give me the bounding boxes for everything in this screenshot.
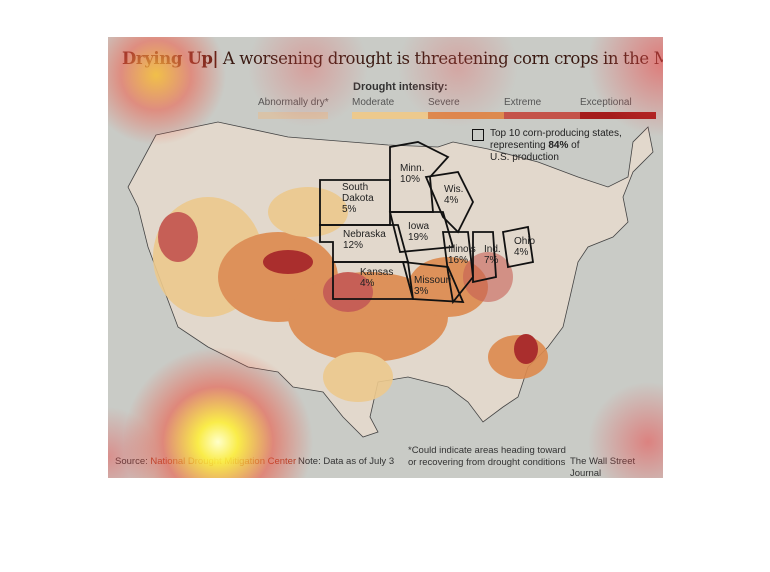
outline-box-icon: [472, 129, 484, 141]
legend-swatch-extreme: [504, 112, 580, 119]
data-note: Note: Data as of July 3: [298, 456, 395, 467]
corn-key-line: Top 10 corn-producing states,: [490, 128, 622, 139]
legend-label-moderate: Moderate: [352, 97, 395, 108]
drought-map-graphic: Drying Up| A worsening drought is threat…: [108, 37, 663, 478]
source-credit: Source: National Drought Mitigation Cent…: [115, 456, 297, 467]
corn-key-line: representing 84% of: [490, 140, 580, 151]
footnote: *Could indicate areas heading toward or r…: [408, 445, 566, 468]
legend-swatch-abnormally-dry: [258, 112, 328, 119]
legend-swatch-severe: [428, 112, 504, 119]
state-label-indiana: Ind. 7%: [484, 244, 501, 266]
corn-states-key: Top 10 corn-producing states, representi…: [472, 128, 650, 164]
state-label-ohio: Ohio 4%: [514, 236, 536, 258]
state-label-south-dakota: South Dakota 5%: [342, 182, 374, 215]
legend-label-extreme: Extreme: [504, 97, 542, 108]
publisher-credit: The Wall Street Journal: [570, 456, 636, 478]
legend-label-exceptional: Exceptional: [580, 97, 632, 108]
state-label-nebraska: Nebraska 12%: [343, 229, 386, 251]
state-label-iowa: Iowa 19%: [408, 221, 430, 243]
legend-label-abnormally-dry: Abnormally dry*: [258, 97, 329, 108]
state-label-wisconsin: Wis. 4%: [444, 184, 464, 206]
state-label-kansas: Kansas 4%: [360, 267, 394, 289]
corn-key-line: U.S. production: [490, 152, 559, 163]
legend-swatch-exceptional: [580, 112, 656, 119]
state-label-missouri: Missouri 3%: [414, 275, 452, 297]
legend-title: Drought intensity:: [353, 81, 448, 93]
state-label-minnesota: Minn. 10%: [400, 163, 425, 185]
state-label-illinois: Illinois 16%: [448, 244, 476, 266]
chart-title: Drying Up| A worsening drought is threat…: [122, 49, 663, 68]
legend-swatch-moderate: [352, 112, 428, 119]
legend-label-severe: Severe: [428, 97, 460, 108]
